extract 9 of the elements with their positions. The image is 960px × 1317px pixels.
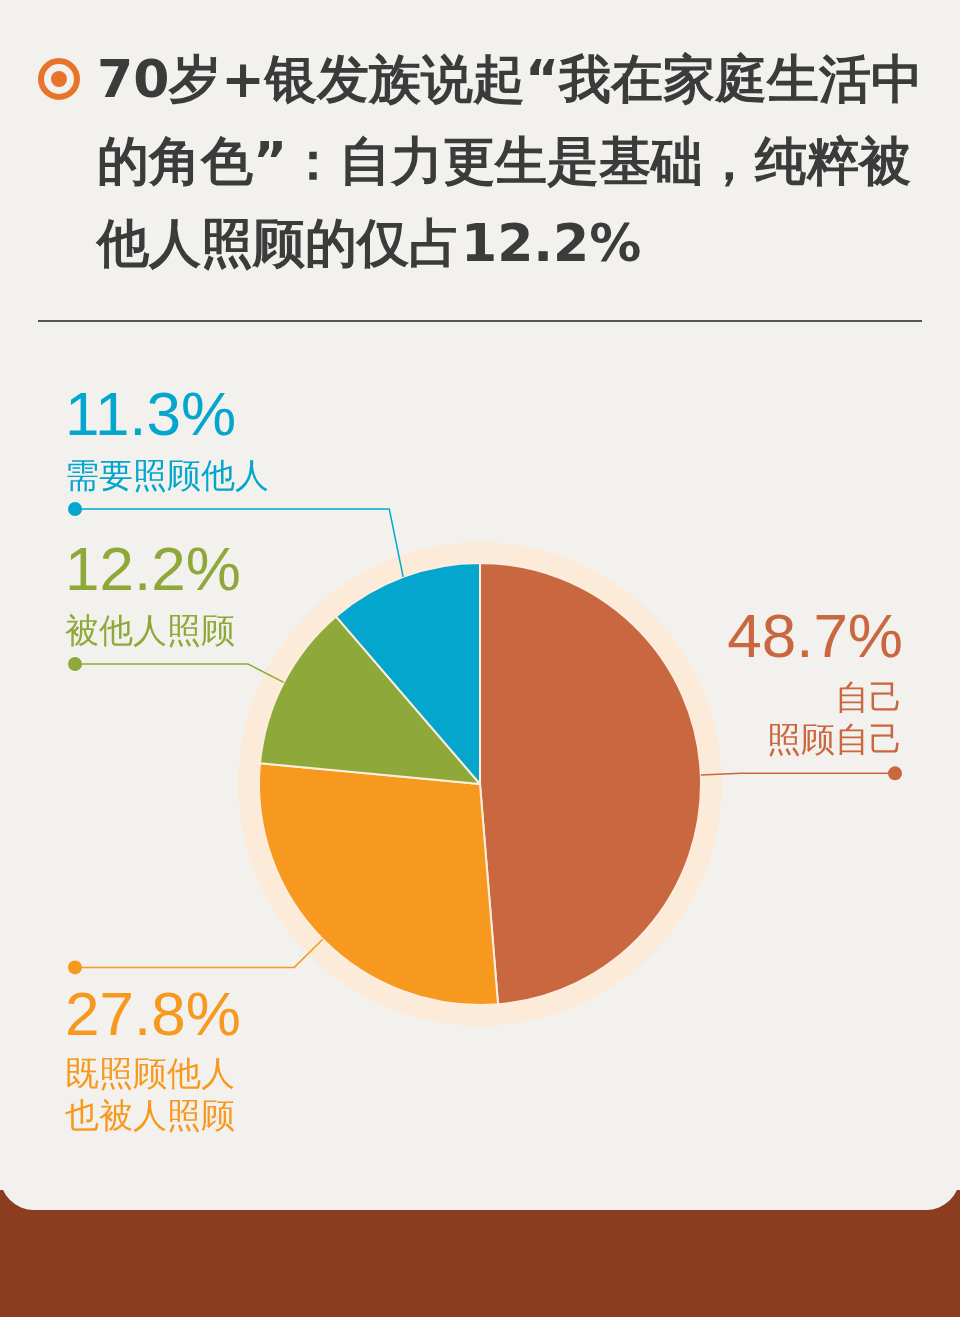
slice-label: 需要照顾他人 [65, 455, 269, 496]
data-label: 27.8% [65, 979, 241, 1049]
data-label: 48.7% [727, 601, 903, 671]
slice-label: 既照顾他人也被人照顾 [65, 1053, 235, 1136]
data-label: 12.2% [65, 534, 241, 604]
chart-title: 70岁+银发族说起“我在家庭生活中的角色”：自力更生是基础，纯粹被他人照顾的仅占12.2% [97, 48, 925, 275]
slice-label: 自己照顾自己 [767, 677, 903, 760]
data-label: 11.3% [65, 379, 237, 449]
slice-label: 被他人照顾 [65, 610, 235, 651]
